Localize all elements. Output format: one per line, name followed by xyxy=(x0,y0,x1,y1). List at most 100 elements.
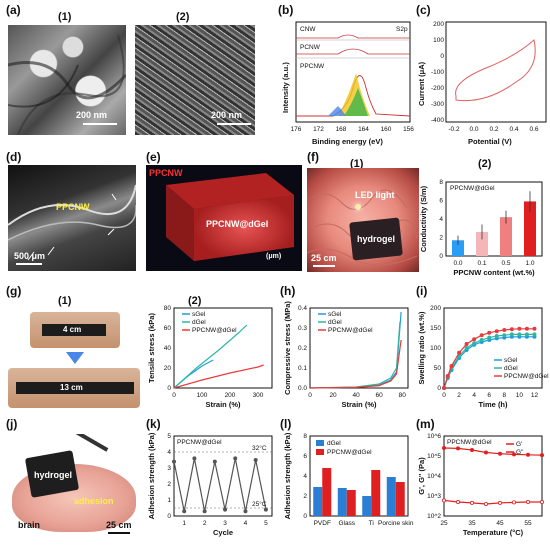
x-tick-label: 0.5 xyxy=(501,260,510,267)
y-tick-label: 20 xyxy=(164,365,172,372)
scale-label: 25 cm xyxy=(311,253,337,263)
y-axis-label: Tensile stress (kPa) xyxy=(147,313,156,383)
data-point xyxy=(540,500,545,505)
brain-led-photo: LED light hydrogel 25 cm xyxy=(307,168,419,272)
data-point xyxy=(445,374,450,379)
y-tick-label: 0 xyxy=(303,513,307,520)
data-point xyxy=(526,500,531,505)
panel-g-sub2: (2) xyxy=(188,295,202,307)
cv-ytick: -100 xyxy=(431,69,444,76)
legend-label: PPCNW@dGel xyxy=(504,373,549,380)
confocal-volume xyxy=(166,173,294,261)
x-tick-label: 20 xyxy=(329,392,337,399)
x-tick-label: 300 xyxy=(253,392,264,399)
data-point xyxy=(532,326,537,331)
panel-a-sub2: (2) xyxy=(176,11,190,23)
x-tick-label: 1 xyxy=(182,520,186,527)
plot-frame xyxy=(309,435,409,517)
tem-fibers xyxy=(8,34,126,135)
x-tick-label: 0 xyxy=(442,392,446,399)
panel-label-f: (f) xyxy=(307,150,319,164)
cv-xtick: 0.4 xyxy=(509,126,518,133)
length-label-2: 13 cm xyxy=(60,383,83,392)
data-point xyxy=(470,500,475,505)
x-axis-label: Temperature (°C) xyxy=(463,528,524,537)
stretch-photo: 4 cm 13 cm xyxy=(8,308,140,412)
y-tick-label: 0 xyxy=(437,385,441,392)
y-tick-label: 10^4 xyxy=(427,473,441,480)
data-point xyxy=(526,452,531,457)
bar xyxy=(313,487,323,516)
tensile-chart: 0 20 40 60 80 0 100 200 300 Strain (%) Tensile str… xyxy=(147,305,273,409)
panel-label-k: (k) xyxy=(146,417,161,431)
tem-image: 200 nm xyxy=(8,25,126,135)
data-point xyxy=(464,342,469,347)
panel-g-sub1: (1) xyxy=(58,295,72,307)
plot-frame xyxy=(445,181,543,257)
data-point xyxy=(524,332,529,337)
y-tick-label: 8 xyxy=(303,433,307,440)
rheology-chart: 10^2 10^3 10^4 10^5 10^6 25 35 45 55Temperature … xyxy=(417,433,545,537)
panel-label-j: (j) xyxy=(6,417,18,431)
series-line xyxy=(443,499,542,505)
sem-cross-section: PPCNW 500 μm xyxy=(8,165,136,271)
sem-image: 200 nm xyxy=(135,25,255,135)
data-point xyxy=(487,330,492,335)
bar xyxy=(362,496,372,516)
cyclic-adhesion-chart: 0 1 2 3 4 5 1 2 3 4 5 Cycle Adhesion strength (kPa) P… xyxy=(147,432,273,537)
y-tick-label: 0.4 xyxy=(298,305,307,312)
cv-ytick: -400 xyxy=(431,117,444,124)
data-point xyxy=(479,338,484,343)
scale-bar xyxy=(83,123,117,125)
data-point xyxy=(487,335,492,340)
x-tick-label: 45 xyxy=(496,520,504,527)
data-point xyxy=(484,450,489,455)
x-axis-label: Strain (%) xyxy=(205,400,241,409)
y-tick-label: 0 xyxy=(167,385,171,392)
hydrogel-label: hydrogel xyxy=(34,470,73,480)
y-tick-label: 10^3 xyxy=(427,493,441,500)
data-point xyxy=(441,498,446,503)
scale-bar xyxy=(313,265,335,267)
plot-frame xyxy=(309,307,409,389)
cv-xticks: -0.2 0.0 0.2 0.4 0.6 xyxy=(448,126,538,133)
xps-cnw: CNW xyxy=(300,26,316,33)
bar xyxy=(337,488,347,516)
xps-xlabel: Binding energy (eV) xyxy=(312,137,383,146)
data-point xyxy=(472,337,477,342)
x-tick-label: PVDF xyxy=(314,520,331,527)
x-tick-label: Porcine skin xyxy=(378,520,414,527)
y-tick-label: 0.1 xyxy=(298,365,307,372)
data-point xyxy=(253,457,258,462)
data-point xyxy=(517,332,522,337)
ppcnw-red-tag: PPCNW xyxy=(149,168,183,178)
cv-ylabel: Current (μA) xyxy=(417,61,426,106)
data-point xyxy=(441,386,446,391)
panel-a-sub1: (1) xyxy=(58,11,72,23)
xps-xtick: 168 xyxy=(336,126,347,133)
y-tick-label: 50 xyxy=(434,365,442,372)
x-tick-label: 200 xyxy=(225,392,236,399)
data-point xyxy=(470,447,475,452)
scale-label: 200 nm xyxy=(211,110,243,120)
legend-label: PPCNW@dGel xyxy=(327,449,372,456)
data-point xyxy=(512,500,517,505)
series-line xyxy=(173,324,248,389)
legend-swatch xyxy=(316,440,324,446)
cv-ytick: 0 xyxy=(440,53,444,60)
x-tick-label: 4 xyxy=(244,520,248,527)
y-tick-label: 0.2 xyxy=(298,345,307,352)
x-tick-label: 10 xyxy=(516,392,524,399)
data-point xyxy=(502,327,507,332)
scale-bar xyxy=(108,532,130,534)
x-tick-label: 0.1 xyxy=(477,260,486,267)
legend-swatch xyxy=(316,449,324,455)
data-point xyxy=(512,452,517,457)
panel-label-c: (c) xyxy=(416,3,431,17)
data-point xyxy=(498,451,503,456)
data-point xyxy=(243,509,248,514)
conductivity-chart: 0 2 4 6 8 PPCNW content (wt.%) Conductivity (S… xyxy=(420,179,543,277)
panel-label-a: (a) xyxy=(6,3,21,17)
data-point xyxy=(449,364,454,369)
y-tick-label: 100 xyxy=(430,345,441,352)
